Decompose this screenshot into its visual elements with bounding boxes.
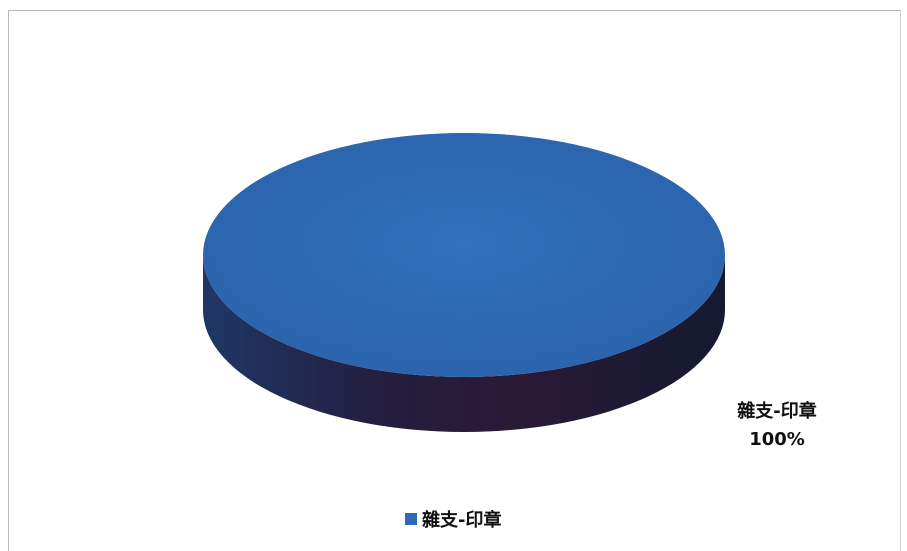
legend-swatch <box>405 513 417 525</box>
pie-slice-0 <box>203 133 725 377</box>
slice-data-label-name: 雜支-印章 <box>737 401 817 422</box>
chart-legend: 雜支-印章 <box>405 506 501 532</box>
slice-data-label: 雜支-印章 100% <box>712 398 842 454</box>
slice-data-label-percent: 100% <box>749 429 805 450</box>
pie-slice-side-0 <box>203 255 725 432</box>
legend-entry-label: 雜支-印章 <box>422 510 502 531</box>
